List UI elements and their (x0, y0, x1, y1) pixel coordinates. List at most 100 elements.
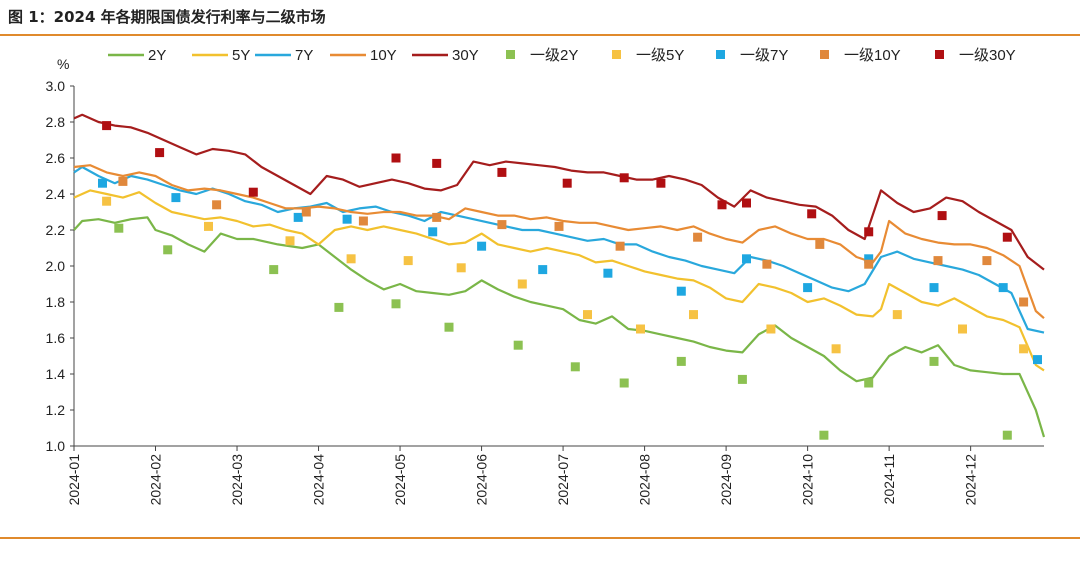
plot-area (73, 113, 1046, 440)
marker-point (1019, 344, 1029, 354)
marker-point (815, 239, 825, 249)
y-tick-label: 2.8 (46, 114, 66, 130)
series-line-7y (73, 165, 1045, 334)
marker-point (444, 322, 454, 332)
y-tick-label: 1.2 (46, 402, 66, 418)
marker-point (391, 153, 401, 163)
x-tick-label: 2024-04 (311, 454, 327, 506)
marker-point (689, 310, 698, 320)
marker-point (163, 245, 173, 255)
marker-point (676, 356, 686, 366)
marker-point (636, 324, 645, 334)
x-tick-label: 2024-10 (800, 454, 816, 506)
x-tick-label: 2024-03 (229, 454, 245, 506)
marker-point (1002, 430, 1012, 440)
marker-point (1002, 232, 1012, 242)
y-tick-label: 2.2 (46, 222, 66, 238)
marker-point (358, 216, 368, 226)
marker-point (892, 310, 902, 320)
marker-point (864, 259, 874, 269)
marker-point (114, 223, 124, 233)
series-line-10y (73, 164, 1045, 320)
marker-point (212, 200, 222, 210)
marker-point (102, 121, 112, 131)
legend-swatch (612, 50, 621, 59)
marker-point (570, 362, 580, 372)
legend-label: 10Y (370, 47, 397, 64)
marker-point (603, 268, 613, 278)
figure-title: 图 1：2024 年各期限国债发行利率与二级市场 (8, 8, 326, 26)
marker-point (619, 173, 629, 183)
marker-point (676, 286, 686, 296)
marker-point (742, 254, 751, 264)
x-tick-label: 2024-05 (392, 454, 408, 506)
marker-point (403, 256, 413, 266)
y-tick-label: 1.4 (46, 366, 66, 382)
x-axis: 2024-01 2024-02 2024-03 2024-04 2024-05 2024-… (66, 445, 1044, 506)
marker-point (102, 196, 112, 206)
x-tick-label: 2024-12 (963, 454, 979, 506)
x-tick-label: 2024-11 (881, 454, 897, 505)
marker-point (958, 324, 967, 334)
marker-point (693, 232, 703, 242)
legend: 2Y 5Y 7Y 10Y 30Y 一级2Y 一级5Y 一级7Y 一级10Y 一级30Y (108, 47, 1016, 64)
y-tick-label: 3.0 (46, 78, 66, 94)
marker-point (204, 221, 213, 231)
marker-point (1019, 297, 1029, 307)
marker-point (269, 265, 279, 275)
marker-point (717, 200, 727, 210)
legend-swatch (935, 50, 944, 59)
marker-point (554, 221, 564, 231)
marker-point (864, 227, 874, 237)
marker-point (497, 167, 507, 177)
marker-point (933, 256, 943, 266)
x-tick-label: 2024-08 (637, 454, 653, 506)
legend-label: 一级10Y (844, 47, 901, 64)
legend-label: 一级5Y (636, 47, 684, 64)
series-line-30y (73, 113, 1045, 271)
legend-label: 2Y (148, 47, 166, 64)
legend-label: 7Y (295, 47, 313, 64)
marker-point (929, 356, 939, 366)
marker-point (293, 212, 303, 222)
marker-point (248, 187, 258, 197)
marker-point (538, 265, 548, 275)
y-axis: 1.0 1.2 1.4 1.6 1.8 2.0 2.2 2.4 2.6 2.8 3.0 (46, 78, 75, 454)
marker-point (766, 324, 776, 334)
x-tick-label: 2024-01 (66, 454, 82, 506)
marker-point (831, 344, 841, 354)
marker-point (803, 283, 813, 293)
marker-point (171, 193, 181, 203)
x-tick-label: 2024-02 (148, 454, 164, 506)
marker-point (98, 178, 107, 188)
legend-label: 5Y (232, 47, 250, 64)
marker-point (929, 283, 939, 293)
marker-point (342, 214, 352, 224)
marker-point (819, 430, 829, 440)
marker-point (737, 374, 747, 384)
marker-point (762, 259, 772, 269)
legend-label: 一级2Y (530, 47, 578, 64)
marker-point (615, 241, 625, 251)
marker-point (118, 176, 128, 186)
marker-point (562, 178, 572, 188)
marker-point (477, 241, 487, 251)
marker-point (428, 227, 438, 237)
legend-label: 一级30Y (959, 47, 1016, 64)
y-tick-label: 2.4 (46, 186, 66, 202)
marker-point (864, 378, 874, 388)
marker-point (497, 220, 507, 230)
marker-point (155, 148, 165, 158)
marker-point (285, 236, 295, 246)
marker-point (807, 209, 817, 219)
legend-swatch (820, 50, 829, 59)
marker-point (456, 263, 466, 273)
series-line-2y (73, 216, 1046, 438)
marker-point (301, 207, 311, 217)
marker-point (1033, 355, 1042, 365)
marker-point (334, 302, 344, 312)
y-tick-label: 2.0 (46, 258, 66, 274)
marker-point (432, 158, 442, 168)
marker-point (982, 256, 992, 266)
